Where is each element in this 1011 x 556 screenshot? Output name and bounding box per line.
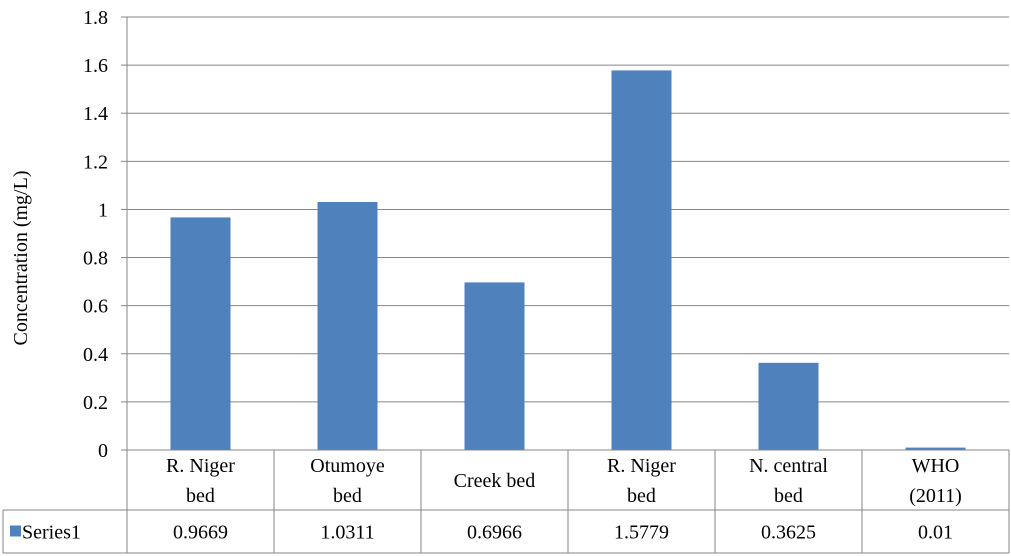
bar bbox=[170, 217, 231, 450]
bar bbox=[758, 362, 819, 450]
y-axis-label: Concentration (mg/L) bbox=[10, 171, 32, 346]
legend-swatch bbox=[10, 525, 21, 537]
bar bbox=[464, 282, 525, 450]
bars bbox=[170, 70, 966, 451]
x-tick-label: bed bbox=[627, 485, 656, 507]
x-tick-label: R. Niger bbox=[607, 455, 676, 477]
bar bbox=[317, 202, 378, 450]
y-tick-labels: 0 0.2 0.4 0.6 0.8 1 1.2 1.4 1.6 1.8 bbox=[83, 7, 108, 462]
y-tick-label: 1.2 bbox=[83, 151, 108, 173]
x-tick-label: WHO bbox=[912, 455, 960, 477]
data-value-label: 1.5779 bbox=[614, 522, 669, 544]
data-table: R. Niger bed Otumoye bed Creek bed R. Niger be… bbox=[2, 449, 1010, 554]
y-tick-label: 0.4 bbox=[83, 344, 108, 366]
data-value-label: 1.0311 bbox=[320, 522, 374, 544]
x-tick-label: (2011) bbox=[909, 485, 962, 507]
y-tick-label: 0.6 bbox=[83, 296, 108, 318]
x-tick-label: R. Niger bbox=[166, 455, 235, 477]
bar bbox=[905, 447, 966, 450]
x-tick-label: Creek bed bbox=[454, 470, 536, 492]
y-tick-label: 1.4 bbox=[83, 103, 108, 125]
data-value-label: 0.3625 bbox=[761, 522, 816, 544]
x-tick-label: Otumoye bbox=[310, 455, 385, 477]
y-tick-label: 0.2 bbox=[83, 392, 108, 414]
y-tick-label: 1.6 bbox=[83, 55, 108, 77]
axes bbox=[121, 16, 128, 451]
bar bbox=[611, 70, 672, 451]
legend-series-name: Series1 bbox=[22, 522, 81, 544]
data-value-label: 0.9669 bbox=[173, 522, 228, 544]
y-tick-label: 0 bbox=[98, 440, 108, 462]
data-value-label: 0.6966 bbox=[467, 522, 522, 544]
y-tick-label: 0.8 bbox=[83, 248, 108, 270]
gridlines bbox=[127, 16, 1009, 403]
x-tick-label: bed bbox=[186, 485, 215, 507]
y-tick-label: 1.8 bbox=[83, 7, 108, 29]
y-tick-label: 1 bbox=[98, 199, 108, 221]
x-tick-label: N. central bbox=[749, 455, 828, 477]
x-tick-label: bed bbox=[774, 485, 803, 507]
data-value-label: 0.01 bbox=[918, 522, 953, 544]
x-tick-label: bed bbox=[333, 485, 362, 507]
